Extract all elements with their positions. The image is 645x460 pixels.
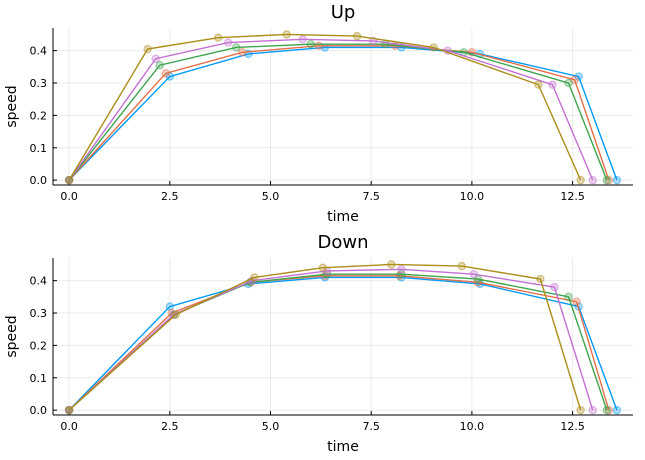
series-line bbox=[68, 33, 582, 181]
data-point bbox=[588, 405, 597, 415]
data-point bbox=[238, 48, 247, 57]
y-tick-label: 0.0 bbox=[30, 404, 48, 417]
x-tick-label: 2.5 bbox=[161, 420, 179, 433]
x-tick-label: 12.5 bbox=[560, 420, 585, 433]
data-point bbox=[224, 38, 233, 47]
data-point bbox=[612, 405, 622, 415]
chart-title: Down bbox=[317, 232, 368, 253]
y-tick-label: 0.1 bbox=[30, 372, 48, 385]
x-tick-label: 5.0 bbox=[262, 420, 280, 433]
series-2 bbox=[64, 41, 614, 185]
series-line bbox=[68, 275, 610, 411]
x-tick-label: 0.0 bbox=[60, 190, 78, 203]
y-tick-label: 0.2 bbox=[30, 339, 48, 352]
x-tick-label: 7.5 bbox=[362, 420, 380, 433]
series-line bbox=[68, 43, 608, 181]
data-point bbox=[397, 265, 406, 274]
y-tick-label: 0.2 bbox=[30, 109, 48, 122]
data-point bbox=[64, 405, 74, 415]
data-point bbox=[534, 80, 543, 89]
x-axis-label: time bbox=[327, 209, 359, 225]
data-point bbox=[564, 292, 573, 302]
data-point bbox=[64, 175, 74, 185]
chart-panel-up: 0.0 2.5 5.0 7.5 10.0 12.5 0.0 0.1 0.2 0.3 0.4 Up tim… bbox=[4, 2, 633, 225]
y-tick-label: 0.4 bbox=[30, 45, 48, 58]
x-tick-label: 7.5 bbox=[362, 190, 380, 203]
series-1 bbox=[64, 273, 622, 415]
x-tick-label: 10.0 bbox=[460, 190, 485, 203]
data-point bbox=[602, 405, 612, 415]
series-5 bbox=[64, 260, 585, 415]
data-point bbox=[550, 282, 559, 292]
data-point bbox=[232, 43, 241, 52]
data-point bbox=[171, 310, 181, 319]
y-axis-label: speed bbox=[4, 315, 20, 357]
y-axis-label: speed bbox=[4, 85, 20, 127]
data-point bbox=[352, 31, 362, 41]
data-point bbox=[213, 33, 223, 42]
series-4 bbox=[64, 35, 597, 185]
data-point bbox=[576, 405, 585, 415]
chart-panel-down: 0.0 2.5 5.0 7.5 10.0 12.5 0.0 0.1 0.2 0.3 0.4 Down t… bbox=[4, 232, 633, 455]
data-point bbox=[564, 78, 573, 88]
series-4 bbox=[64, 265, 597, 415]
data-point bbox=[572, 297, 581, 306]
series-5 bbox=[64, 30, 585, 185]
data-point bbox=[314, 41, 324, 51]
x-tick-label: 12.5 bbox=[560, 190, 585, 203]
series-1 bbox=[64, 43, 622, 185]
data-point bbox=[536, 274, 545, 284]
data-point bbox=[548, 80, 557, 89]
y-tick-label: 0.3 bbox=[30, 77, 48, 90]
data-point bbox=[457, 261, 467, 271]
data-point bbox=[602, 175, 612, 185]
data-point bbox=[387, 260, 396, 269]
x-tick-label: 2.5 bbox=[161, 190, 179, 203]
data-point bbox=[318, 263, 328, 272]
data-point bbox=[429, 43, 438, 52]
series-line bbox=[68, 276, 618, 411]
series-3 bbox=[64, 39, 612, 185]
chart-title: Up bbox=[331, 2, 356, 23]
data-point bbox=[161, 69, 170, 78]
x-tick-label: 10.0 bbox=[460, 420, 485, 433]
data-point bbox=[612, 175, 622, 185]
x-tick-label: 5.0 bbox=[262, 190, 280, 203]
data-point bbox=[143, 44, 152, 54]
series-line bbox=[68, 263, 582, 411]
series-2 bbox=[64, 271, 614, 415]
data-point bbox=[151, 54, 160, 63]
data-point bbox=[306, 39, 315, 49]
data-point bbox=[576, 175, 585, 185]
data-point bbox=[155, 61, 164, 70]
x-tick-label: 0.0 bbox=[60, 420, 78, 433]
y-tick-label: 0.0 bbox=[30, 174, 48, 187]
data-point bbox=[298, 35, 307, 44]
series-line bbox=[68, 45, 610, 181]
data-point bbox=[250, 273, 259, 282]
x-axis-label: time bbox=[327, 439, 359, 455]
data-point bbox=[588, 175, 597, 185]
y-tick-label: 0.1 bbox=[30, 142, 48, 155]
data-point bbox=[469, 269, 479, 279]
series-line bbox=[68, 38, 594, 181]
series-line bbox=[68, 46, 618, 181]
y-tick-label: 0.3 bbox=[30, 307, 48, 320]
y-tick-label: 0.4 bbox=[30, 275, 48, 288]
data-point bbox=[282, 30, 291, 39]
